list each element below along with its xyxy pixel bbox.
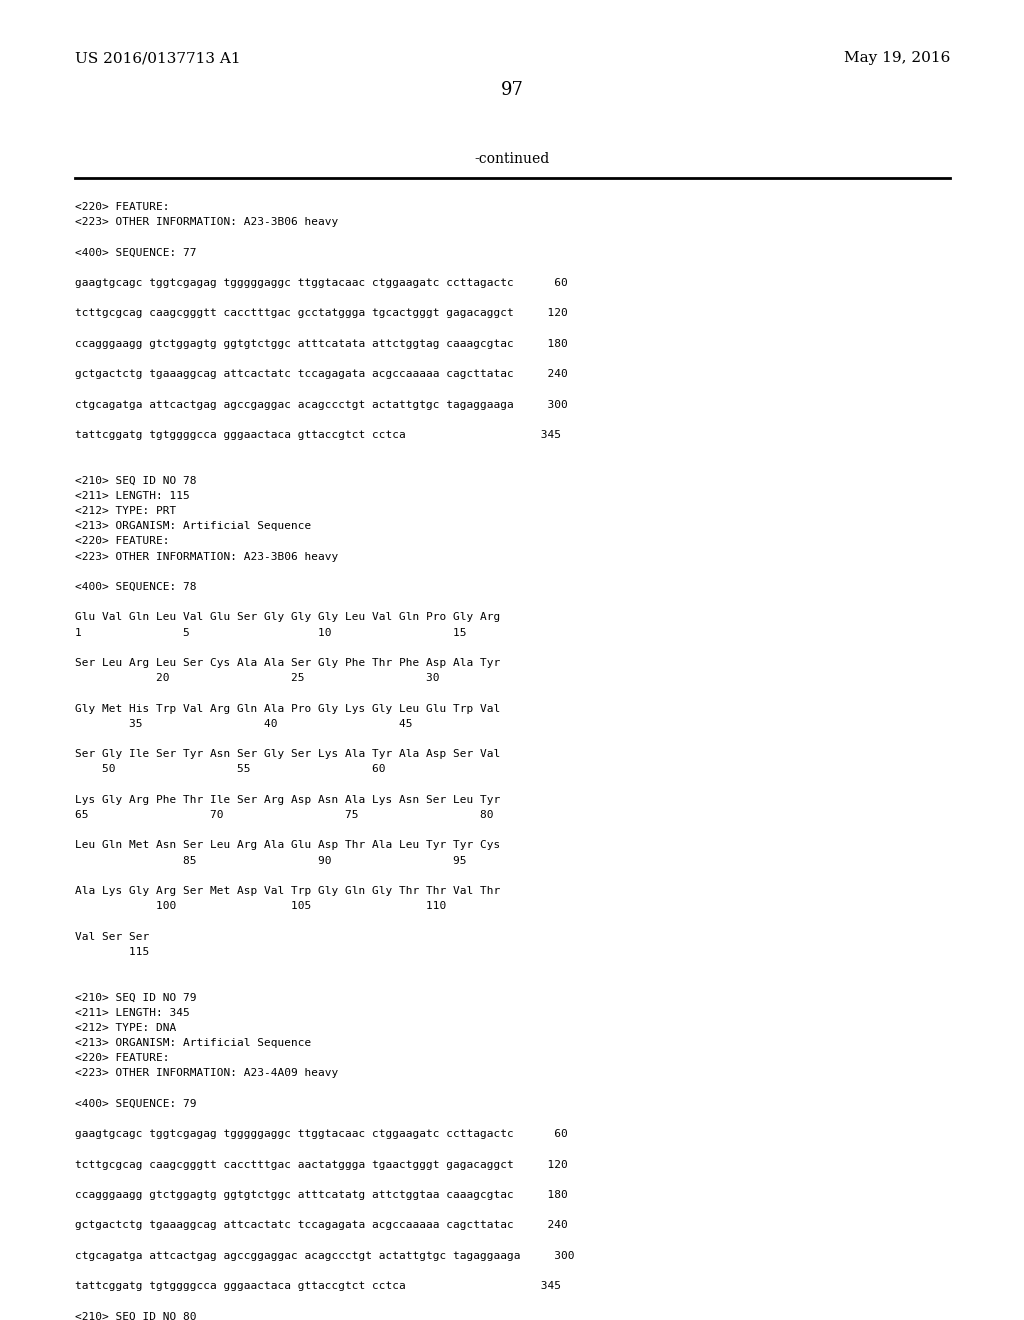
Text: -continued: -continued [474,152,550,166]
Text: Val Ser Ser: Val Ser Ser [75,932,150,941]
Text: US 2016/0137713 A1: US 2016/0137713 A1 [75,51,241,65]
Text: <210> SEQ ID NO 80: <210> SEQ ID NO 80 [75,1312,197,1320]
Text: 97: 97 [501,81,523,99]
Text: 35                  40                  45: 35 40 45 [75,719,413,729]
Text: May 19, 2016: May 19, 2016 [844,51,950,65]
Text: <223> OTHER INFORMATION: A23-3B06 heavy: <223> OTHER INFORMATION: A23-3B06 heavy [75,552,338,561]
Text: Glu Val Gln Leu Val Glu Ser Gly Gly Gly Leu Val Gln Pro Gly Arg: Glu Val Gln Leu Val Glu Ser Gly Gly Gly … [75,612,501,623]
Text: 20                  25                  30: 20 25 30 [75,673,439,684]
Text: Lys Gly Arg Phe Thr Ile Ser Arg Asp Asn Ala Lys Asn Ser Leu Tyr: Lys Gly Arg Phe Thr Ile Ser Arg Asp Asn … [75,795,501,805]
Text: tcttgcgcag caagcgggtt cacctttgac gcctatggga tgcactgggt gagacaggct     120: tcttgcgcag caagcgggtt cacctttgac gcctatg… [75,309,567,318]
Text: 50                  55                  60: 50 55 60 [75,764,385,775]
Text: ccagggaagg gtctggagtg ggtgtctggc atttcatata attctggtag caaagcgtac     180: ccagggaagg gtctggagtg ggtgtctggc atttcat… [75,339,567,348]
Text: <212> TYPE: PRT: <212> TYPE: PRT [75,506,176,516]
Text: <400> SEQUENCE: 78: <400> SEQUENCE: 78 [75,582,197,591]
Text: 1               5                   10                  15: 1 5 10 15 [75,627,467,638]
Text: Ser Leu Arg Leu Ser Cys Ala Ala Ser Gly Phe Thr Phe Asp Ala Tyr: Ser Leu Arg Leu Ser Cys Ala Ala Ser Gly … [75,657,501,668]
Text: <211> LENGTH: 115: <211> LENGTH: 115 [75,491,189,500]
Text: ctgcagatga attcactgag agccggaggac acagccctgt actattgtgc tagaggaaga     300: ctgcagatga attcactgag agccggaggac acagcc… [75,1251,574,1261]
Text: <212> TYPE: DNA: <212> TYPE: DNA [75,1023,176,1032]
Text: gctgactctg tgaaaggcag attcactatc tccagagata acgccaaaaa cagcttatac     240: gctgactctg tgaaaggcag attcactatc tccagag… [75,1221,567,1230]
Text: Gly Met His Trp Val Arg Gln Ala Pro Gly Lys Gly Leu Glu Trp Val: Gly Met His Trp Val Arg Gln Ala Pro Gly … [75,704,501,714]
Text: ccagggaagg gtctggagtg ggtgtctggc atttcatatg attctggtaa caaagcgtac     180: ccagggaagg gtctggagtg ggtgtctggc atttcat… [75,1191,567,1200]
Text: tcttgcgcag caagcgggtt cacctttgac aactatggga tgaactgggt gagacaggct     120: tcttgcgcag caagcgggtt cacctttgac aactatg… [75,1159,567,1170]
Text: 115: 115 [75,946,150,957]
Text: tattcggatg tgtggggcca gggaactaca gttaccgtct cctca                    345: tattcggatg tgtggggcca gggaactaca gttaccg… [75,1282,561,1291]
Text: <211> LENGTH: 345: <211> LENGTH: 345 [75,1007,189,1018]
Text: gctgactctg tgaaaggcag attcactatc tccagagata acgccaaaaa cagcttatac     240: gctgactctg tgaaaggcag attcactatc tccagag… [75,370,567,379]
Text: <210> SEQ ID NO 78: <210> SEQ ID NO 78 [75,475,197,486]
Text: gaagtgcagc tggtcgagag tgggggaggc ttggtacaac ctggaagatc ccttagactc      60: gaagtgcagc tggtcgagag tgggggaggc ttggtac… [75,279,567,288]
Text: <400> SEQUENCE: 79: <400> SEQUENCE: 79 [75,1098,197,1109]
Text: <400> SEQUENCE: 77: <400> SEQUENCE: 77 [75,248,197,257]
Text: <220> FEATURE:: <220> FEATURE: [75,1053,170,1063]
Text: Leu Gln Met Asn Ser Leu Arg Ala Glu Asp Thr Ala Leu Tyr Tyr Cys: Leu Gln Met Asn Ser Leu Arg Ala Glu Asp … [75,841,501,850]
Text: Ala Lys Gly Arg Ser Met Asp Val Trp Gly Gln Gly Thr Thr Val Thr: Ala Lys Gly Arg Ser Met Asp Val Trp Gly … [75,886,501,896]
Text: gaagtgcagc tggtcgagag tgggggaggc ttggtacaac ctggaagatc ccttagactc      60: gaagtgcagc tggtcgagag tgggggaggc ttggtac… [75,1129,567,1139]
Text: <220> FEATURE:: <220> FEATURE: [75,536,170,546]
Text: tattcggatg tgtggggcca gggaactaca gttaccgtct cctca                    345: tattcggatg tgtggggcca gggaactaca gttaccg… [75,430,561,440]
Text: <213> ORGANISM: Artificial Sequence: <213> ORGANISM: Artificial Sequence [75,1038,311,1048]
Text: Ser Gly Ile Ser Tyr Asn Ser Gly Ser Lys Ala Tyr Ala Asp Ser Val: Ser Gly Ile Ser Tyr Asn Ser Gly Ser Lys … [75,750,501,759]
Text: <220> FEATURE:: <220> FEATURE: [75,202,170,213]
Text: <213> ORGANISM: Artificial Sequence: <213> ORGANISM: Artificial Sequence [75,521,311,531]
Text: <210> SEQ ID NO 79: <210> SEQ ID NO 79 [75,993,197,1002]
Text: 65                  70                  75                  80: 65 70 75 80 [75,810,494,820]
Text: 100                 105                 110: 100 105 110 [75,902,446,911]
Text: <223> OTHER INFORMATION: A23-3B06 heavy: <223> OTHER INFORMATION: A23-3B06 heavy [75,218,338,227]
Text: ctgcagatga attcactgag agccgaggac acagccctgt actattgtgc tagaggaaga     300: ctgcagatga attcactgag agccgaggac acagccc… [75,400,567,409]
Text: 85                  90                  95: 85 90 95 [75,855,467,866]
Text: <223> OTHER INFORMATION: A23-4A09 heavy: <223> OTHER INFORMATION: A23-4A09 heavy [75,1068,338,1078]
